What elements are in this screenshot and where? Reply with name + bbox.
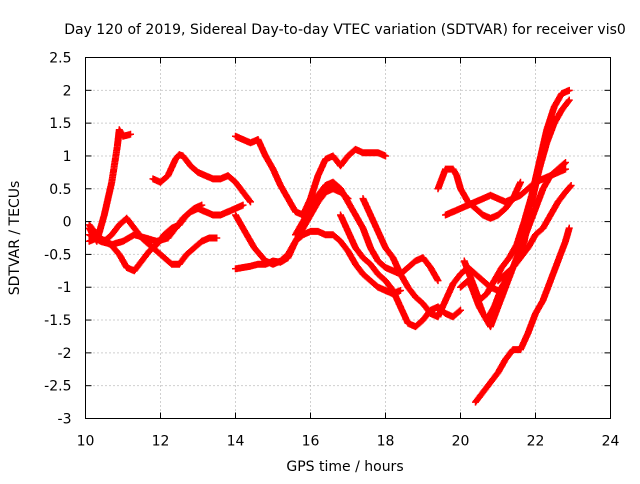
series-track-5 (149, 151, 254, 206)
y-tick-label: -2.5 (44, 379, 71, 395)
x-axis-title: GPS time / hours (286, 459, 403, 475)
y-tick-label: 1 (63, 149, 72, 165)
y-tick-label: 1.5 (49, 116, 71, 132)
series-track-6 (232, 132, 389, 219)
data-point-markers (149, 151, 254, 206)
data-point-markers (232, 185, 352, 273)
series-track-8 (232, 185, 352, 273)
x-tick-label: 22 (527, 434, 545, 450)
data-point-markers (232, 132, 389, 219)
data-point-markers (472, 224, 573, 406)
data-point-markers (359, 195, 502, 321)
y-tick-label: 0 (63, 215, 72, 231)
x-tick-label: 10 (77, 434, 95, 450)
y-tick-label: -1.5 (44, 313, 71, 329)
y-tick-label: 2.5 (49, 51, 71, 67)
data-marks (85, 86, 575, 406)
x-tick-label: 18 (377, 434, 395, 450)
y-tick-label: -2 (58, 346, 72, 362)
series-track-11 (359, 195, 502, 321)
plot-frame (85, 57, 611, 419)
x-tick-label: 24 (602, 434, 620, 450)
data-point-markers (85, 201, 247, 249)
x-tick-label: 16 (302, 434, 320, 450)
series-track-18 (494, 181, 575, 285)
axes: 10 12 14 16 18 20 22 24 -3 -2.5 -2 -1.5 -1 -0.5 0 0.5 1 1… (44, 51, 619, 450)
x-tick-label: 14 (227, 434, 245, 450)
y-tick-label: 2 (63, 83, 72, 99)
chart-title: Day 120 of 2019, Sidereal Day-to-day VTE… (64, 22, 626, 38)
y-tick-label: -3 (58, 412, 72, 428)
y-tick-label: 0.5 (49, 182, 71, 198)
y-axis-title: SDTVAR / TECUs (7, 181, 23, 296)
x-tick-label: 12 (152, 434, 170, 450)
x-tick-label: 20 (452, 434, 470, 450)
series-track-4 (85, 201, 247, 249)
y-tick-label: -1 (58, 280, 72, 296)
data-point-markers (494, 181, 575, 285)
y-tick-label: -0.5 (44, 247, 71, 263)
series-track-17 (472, 224, 573, 406)
